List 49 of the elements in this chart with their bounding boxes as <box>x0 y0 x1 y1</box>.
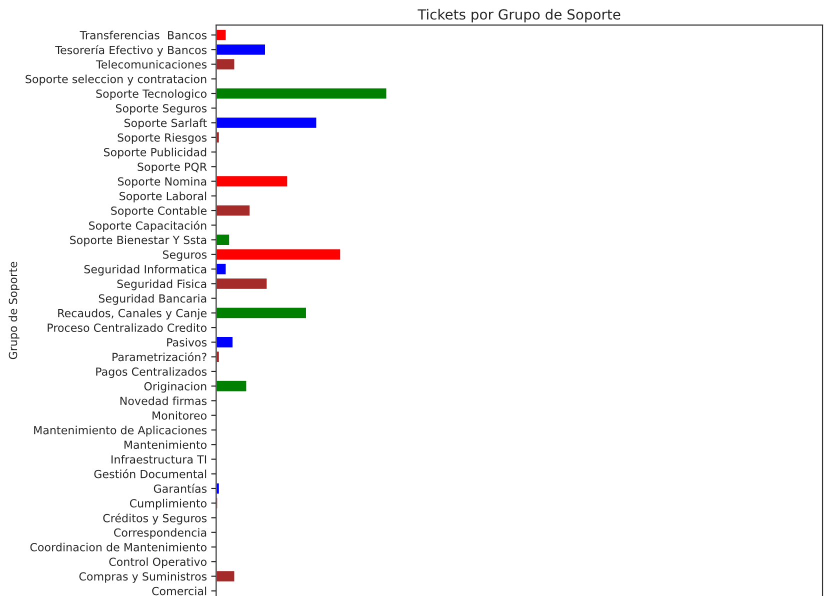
y-tick-label: Soporte Nomina <box>118 177 206 188</box>
y-tick-label: Mantenimiento de Aplicaciones <box>34 426 207 436</box>
y-tick-label: Mantenimiento <box>124 440 207 449</box>
y-tick-label: Soporte Contable <box>111 206 207 218</box>
y-tick-label: Seguridad Fisica <box>117 279 206 290</box>
y-tick-label: Control Operativo <box>109 557 207 568</box>
y-tick-label: Soporte Laboral <box>120 192 206 202</box>
bar <box>216 306 308 320</box>
bar <box>216 570 236 583</box>
y-tick-label: Originacion <box>144 382 206 393</box>
y-tick-label: Soporte PQR <box>138 162 207 174</box>
y-tick-label: Pagos Centralizados <box>96 367 207 378</box>
y-tick-label: Gestión Documental <box>94 469 206 478</box>
y-tick-label: Cumplimiento <box>130 498 207 510</box>
bar <box>216 204 252 218</box>
y-tick-label: Soporte Riesgos <box>118 133 207 144</box>
y-tick-label: Correspondencia <box>114 528 206 539</box>
y-tick-label: Seguridad Informatica <box>84 264 206 276</box>
y-tick-label: Soporte Seguros <box>116 104 207 115</box>
bar <box>216 350 220 364</box>
y-tick-label: Seguros <box>162 250 207 261</box>
y-tick-label: Parametrización? <box>112 352 206 362</box>
y-tick-label: Créditos y Seguros <box>103 513 207 524</box>
y-tick-label: Novedad firmas <box>120 396 207 406</box>
y-tick-label: Transferencias Bancos <box>80 30 207 40</box>
bar <box>216 174 289 188</box>
y-tick-label: Proceso Centralizado Credito <box>48 323 207 332</box>
y-tick-label: Infraestructura TI <box>112 455 206 464</box>
y-tick-label: Telecomunicaciones <box>96 60 207 69</box>
y-tick-label: Soporte Capacitación <box>89 220 206 232</box>
bar <box>216 380 248 393</box>
y-tick-label: Recaudos, Canales y Canje <box>58 308 207 320</box>
y-axis-title: Grupo de Soporte <box>8 262 20 360</box>
y-tick-label: Tesorería Efectivo y Bancos <box>55 45 207 56</box>
y-tick-label: Coordinacion de Mantenimiento <box>30 542 207 552</box>
y-tick-label: Soporte Publicidad <box>104 148 206 159</box>
y-tick-label: Compras y Suministros <box>79 572 207 583</box>
y-tick-label: Comercial <box>152 586 206 596</box>
bar <box>216 86 388 100</box>
bar <box>216 336 234 349</box>
y-tick-label: Monitoreo <box>152 411 207 420</box>
text: Tickets por Grupo de Soporte <box>418 8 620 22</box>
y-tick-label: Soporte Sarlaft <box>124 118 207 130</box>
y-tick-label: Soporte Bienestar Y Ssta <box>70 236 206 246</box>
y-tick-label: Garantías <box>154 484 207 493</box>
y-tick-label: Soporte Tecnologico <box>96 89 207 100</box>
y-tick-label: Seguridad Bancaria <box>98 294 206 305</box>
y-tick-label: Soporte seleccion y contratacion <box>26 74 206 86</box>
y-tick-label: Pasivos <box>167 338 207 347</box>
